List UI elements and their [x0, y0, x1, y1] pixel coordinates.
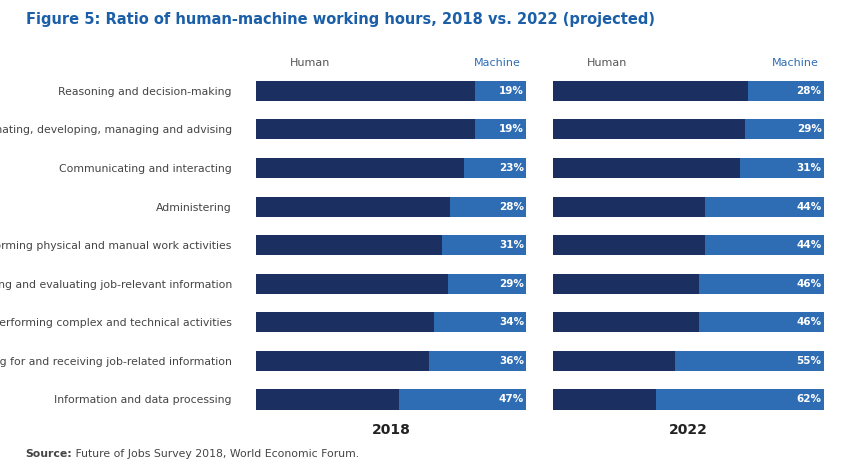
- Bar: [256, 197, 450, 217]
- Bar: [553, 120, 745, 140]
- Bar: [256, 274, 448, 294]
- Bar: [553, 351, 675, 371]
- Text: 23%: 23%: [499, 163, 524, 173]
- Bar: [256, 81, 475, 101]
- Bar: [256, 120, 475, 140]
- Text: 31%: 31%: [499, 240, 524, 250]
- Bar: [705, 235, 824, 255]
- Bar: [700, 312, 824, 333]
- Text: 29%: 29%: [796, 124, 822, 134]
- Text: 55%: 55%: [796, 356, 822, 366]
- Text: 44%: 44%: [796, 240, 822, 250]
- Bar: [256, 312, 434, 333]
- Bar: [448, 274, 526, 294]
- Text: Source:: Source:: [26, 449, 72, 459]
- Text: 19%: 19%: [499, 124, 524, 134]
- Bar: [256, 235, 442, 255]
- Bar: [464, 158, 526, 178]
- Text: Future of Jobs Survey 2018, World Economic Forum.: Future of Jobs Survey 2018, World Econom…: [72, 449, 360, 459]
- Text: 34%: 34%: [499, 318, 524, 327]
- Bar: [434, 312, 526, 333]
- Text: 46%: 46%: [796, 279, 822, 289]
- Bar: [256, 389, 400, 410]
- Text: 46%: 46%: [796, 318, 822, 327]
- Text: 47%: 47%: [499, 395, 524, 404]
- Bar: [553, 312, 700, 333]
- Bar: [705, 197, 824, 217]
- Bar: [675, 351, 824, 371]
- Bar: [748, 81, 824, 101]
- Bar: [745, 120, 824, 140]
- Text: 19%: 19%: [499, 86, 524, 96]
- Text: 2018: 2018: [371, 424, 411, 438]
- Bar: [475, 81, 526, 101]
- Bar: [553, 274, 700, 294]
- Bar: [429, 351, 526, 371]
- Text: 28%: 28%: [499, 202, 524, 212]
- Bar: [740, 158, 824, 178]
- Text: 2022: 2022: [669, 424, 708, 438]
- Bar: [656, 389, 824, 410]
- Bar: [475, 120, 526, 140]
- Text: 28%: 28%: [796, 86, 822, 96]
- Text: Machine: Machine: [772, 58, 819, 68]
- Text: 44%: 44%: [796, 202, 822, 212]
- Bar: [256, 158, 464, 178]
- Bar: [442, 235, 526, 255]
- Bar: [553, 81, 748, 101]
- Text: 62%: 62%: [796, 395, 822, 404]
- Bar: [700, 274, 824, 294]
- Bar: [553, 389, 656, 410]
- Bar: [256, 351, 429, 371]
- Bar: [553, 158, 740, 178]
- Bar: [553, 235, 705, 255]
- Text: 36%: 36%: [499, 356, 524, 366]
- Text: Machine: Machine: [474, 58, 521, 68]
- Bar: [553, 197, 705, 217]
- Text: Human: Human: [290, 58, 330, 68]
- Text: 29%: 29%: [499, 279, 524, 289]
- Text: Figure 5: Ratio of human-machine working hours, 2018 vs. 2022 (projected): Figure 5: Ratio of human-machine working…: [26, 12, 654, 27]
- Text: 31%: 31%: [796, 163, 822, 173]
- Bar: [400, 389, 526, 410]
- Text: Human: Human: [587, 58, 627, 68]
- Bar: [450, 197, 526, 217]
